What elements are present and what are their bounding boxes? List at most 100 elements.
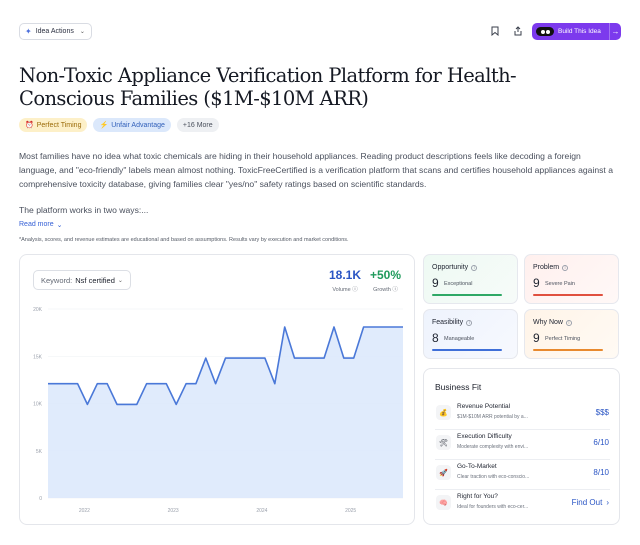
idea-actions-button[interactable]: ✦ Idea Actions ⌄ (19, 23, 92, 40)
rocket-icon: 🚀 (436, 465, 451, 480)
metric-score: 9 (533, 276, 540, 290)
description: Most families have no idea what toxic ch… (19, 151, 613, 190)
fit-row-value: $$$ (595, 408, 609, 417)
chevron-down-icon: ⌄ (117, 277, 123, 284)
divider (435, 489, 610, 490)
y-tick-label: 5K (36, 449, 43, 455)
description-continued: The platform works in two ways:... (19, 205, 149, 215)
y-tick-label: 0 (39, 496, 42, 502)
info-icon: ⓘ (392, 287, 398, 293)
brain-icon: 🧠 (436, 495, 451, 510)
keyword-label: Keyword: (41, 275, 73, 285)
volume-value: 18.1K (329, 268, 362, 282)
metric-score: 8 (432, 331, 439, 345)
metric-note: Manageable (444, 336, 475, 342)
metric-title: Feasibility (432, 319, 464, 326)
tag-perfect-timing[interactable]: ⏰ Perfect Timing (19, 118, 88, 132)
metric-opportunity: Opportunity i 9 Exceptional (423, 254, 518, 304)
fit-row-sub: Clear traction with eco-conscio... (457, 474, 530, 480)
info-icon: i (562, 264, 569, 271)
volume-label: Volume (332, 287, 351, 293)
share-icon[interactable] (512, 25, 523, 37)
tag-list: ⏰ Perfect Timing ⚡ Unfair Advantage +16 … (19, 118, 219, 132)
x-tick-label: 2023 (168, 508, 179, 514)
build-label: Build This Idea (558, 28, 601, 35)
page-title: Non-Toxic Appliance Verification Platfor… (19, 64, 517, 110)
alarm-clock-icon: ⏰ (25, 122, 34, 129)
chevron-down-icon: ⌄ (56, 222, 63, 229)
idea-actions-label: Idea Actions (35, 28, 74, 35)
growth-stat: +50% Growth ⓘ (370, 268, 401, 293)
y-tick-label: 10K (33, 402, 43, 408)
fit-row-name: Right for You? (457, 493, 498, 500)
business-fit-card: Business Fit 💰 Revenue Potential $1M-$10… (423, 368, 620, 525)
fit-row-sub: Ideal for founders with eco-cer... (457, 504, 529, 510)
tag-unfair-advantage[interactable]: ⚡ Unfair Advantage (93, 118, 171, 132)
metric-note: Exceptional (444, 281, 473, 287)
fit-row-value: 6/10 (593, 438, 609, 447)
fit-row-name: Go-To-Market (457, 463, 497, 470)
chart-line (48, 326, 403, 406)
build-logo-icon (536, 27, 554, 36)
tag-label: +16 More (182, 121, 213, 129)
metric-title: Why Now (533, 319, 563, 326)
chevron-down-icon: ⌄ (79, 29, 85, 35)
top-icons (489, 25, 523, 37)
top-bar: ✦ Idea Actions ⌄ Build This Idea → (19, 23, 621, 41)
growth-value: +50% (370, 268, 402, 282)
x-tick-label: 2025 (345, 508, 356, 514)
chevron-right-icon: › (606, 498, 609, 507)
fit-row-revenue-potential[interactable]: 💰 Revenue Potential $1M-$10M ARR potenti… (424, 399, 621, 429)
info-icon: i (466, 319, 473, 326)
fit-row-name: Execution Difficulty (457, 433, 512, 440)
read-more-link[interactable]: Read more ⌄ (19, 221, 63, 229)
trend-chart-card: Keyword: Nsf certified ⌄ 18.1K Volume ⓘ … (19, 254, 415, 525)
chart-area (48, 327, 403, 498)
business-fit-title: Business Fit (435, 382, 482, 392)
metric-note: Severe Pain (545, 281, 575, 287)
divider (435, 459, 610, 460)
metric-note: Perfect Timing (545, 336, 581, 342)
metric-bar (533, 294, 603, 296)
tag-more[interactable]: +16 More (176, 118, 219, 132)
lightning-icon: ⚡ (99, 122, 109, 129)
tag-label: Unfair Advantage (111, 121, 165, 129)
find-out-link[interactable]: Find Out › (572, 498, 609, 507)
fit-row-sub: Moderate complexity with envi... (457, 444, 529, 450)
tag-label: Perfect Timing (36, 121, 82, 129)
divider (435, 429, 610, 430)
metric-bar (533, 349, 603, 351)
keyword-value: Nsf certified (75, 275, 115, 285)
metric-problem: Problem i 9 Severe Pain (524, 254, 619, 304)
fit-row-sub: $1M-$10M ARR potential by a... (457, 414, 528, 420)
metric-score: 9 (533, 331, 540, 345)
y-tick-label: 20K (33, 307, 43, 313)
keyword-select[interactable]: Keyword: Nsf certified ⌄ (33, 270, 131, 290)
hammer-wrench-icon: 🛠 (436, 435, 451, 450)
metric-title: Opportunity (432, 264, 469, 271)
fit-row-execution-difficulty[interactable]: 🛠 Execution Difficulty Moderate complexi… (424, 429, 621, 459)
info-icon: i (565, 319, 572, 326)
info-icon: i (471, 264, 478, 271)
metric-bar (432, 349, 502, 351)
y-tick-label: 15K (33, 354, 43, 360)
money-bag-icon: 💰 (436, 405, 451, 420)
search-volume-chart: 0 5K 10K 15K 20K 2022 2023 2024 2025 (33, 307, 403, 514)
info-icon: ⓘ (352, 287, 358, 293)
fit-row-go-to-market[interactable]: 🚀 Go-To-Market Clear traction with eco-c… (424, 459, 621, 489)
fit-row-right-for-you[interactable]: 🧠 Right for You? Ideal for founders with… (424, 489, 621, 519)
build-this-idea-button[interactable]: Build This Idea → (532, 23, 621, 40)
sparkle-icon: ✦ (25, 27, 32, 36)
metric-feasibility: Feasibility i 8 Manageable (423, 309, 518, 359)
x-tick-label: 2024 (256, 508, 267, 514)
bookmark-icon[interactable] (489, 25, 500, 37)
metric-why-now: Why Now i 9 Perfect Timing (524, 309, 619, 359)
read-more-label: Read more (19, 221, 54, 228)
metric-title: Problem (533, 264, 560, 271)
find-out-label: Find Out (571, 498, 603, 507)
disclaimer: *Analysis, scores, and revenue estimates… (19, 237, 349, 243)
x-tick-label: 2022 (79, 508, 90, 514)
growth-label: Growth (373, 287, 391, 293)
fit-row-value: 8/10 (593, 468, 609, 477)
fit-row-name: Revenue Potential (457, 403, 511, 410)
